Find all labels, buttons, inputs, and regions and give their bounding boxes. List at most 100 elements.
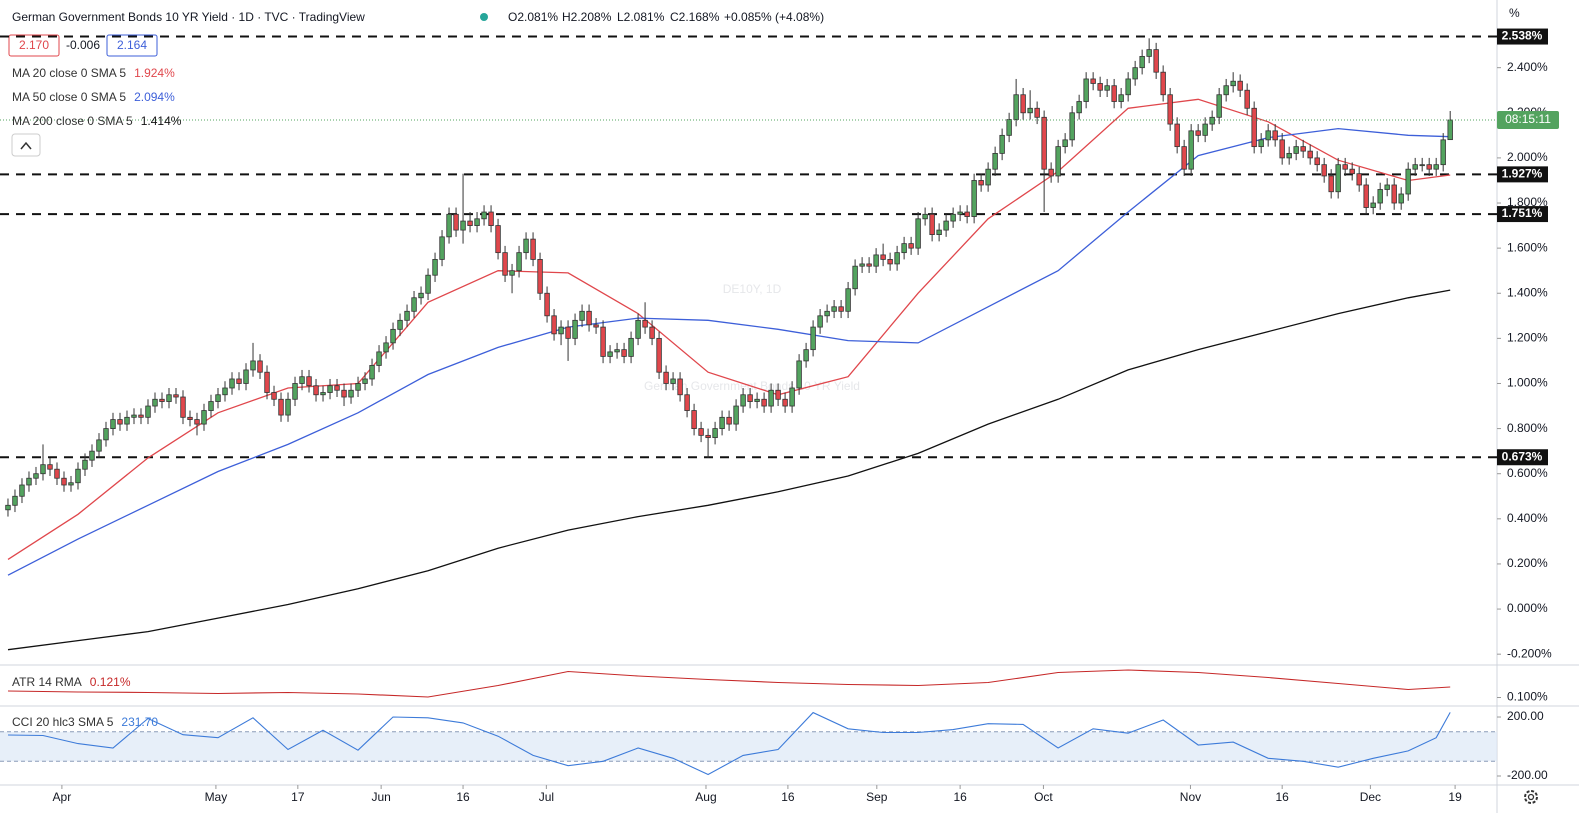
candle-body [1258, 139, 1264, 148]
candle-body [180, 396, 186, 418]
candle-body [68, 482, 74, 486]
candle [971, 173, 977, 224]
candle-body [1090, 78, 1096, 84]
candle [453, 207, 459, 237]
candle-body [33, 473, 39, 479]
candle [908, 236, 914, 255]
candle [1160, 65, 1166, 102]
candle-body [250, 360, 256, 371]
candle [810, 320, 816, 357]
legend-name: MA 50 close 0 SMA 5 [12, 90, 126, 104]
candle-body [327, 385, 333, 393]
candle [894, 245, 900, 271]
y-tick-label: 2.000% [1507, 150, 1548, 164]
candle-body [26, 477, 32, 486]
candle-body [1041, 116, 1047, 170]
candle-body [404, 310, 410, 321]
candle [537, 252, 543, 301]
candle-body [1111, 85, 1117, 102]
candle [1132, 60, 1138, 86]
candle-body [376, 351, 382, 366]
candle-body [1293, 146, 1299, 154]
candle-body [782, 398, 788, 407]
candle [1398, 187, 1404, 210]
candle [243, 363, 249, 391]
candle-body [880, 254, 886, 260]
watermark: DE10Y, 1D [723, 282, 782, 296]
candle [495, 218, 501, 260]
candle-body [544, 292, 550, 317]
candle-body [1272, 130, 1278, 141]
candle-body [670, 378, 676, 384]
x-tick-label: Sep [866, 790, 888, 804]
candle [999, 128, 1005, 161]
candle-body [1069, 112, 1075, 141]
legend-name: MA 20 close 0 SMA 5 [12, 66, 126, 80]
candle-body [929, 213, 935, 235]
candle [292, 376, 298, 407]
candle [187, 410, 193, 427]
candle [1314, 151, 1320, 172]
candle [733, 399, 739, 431]
candle [614, 342, 620, 359]
candle [117, 412, 123, 431]
candle [1272, 124, 1278, 147]
candle-body [348, 389, 354, 398]
candle [54, 462, 60, 485]
x-tick-label: 19 [1448, 790, 1462, 804]
candle-body [362, 378, 368, 384]
candle [124, 410, 130, 431]
candle-body [1132, 67, 1138, 80]
candle-body [215, 394, 221, 402]
ohlc-value: +0.085% (+4.08%) [724, 10, 824, 24]
candle [166, 387, 172, 409]
candle-body [1286, 152, 1292, 159]
y-tick-label: 0.200% [1507, 556, 1548, 570]
bid-box[interactable] [8, 34, 60, 57]
candle [306, 369, 312, 393]
candle [467, 212, 473, 233]
candle [1286, 146, 1292, 165]
candle [1055, 139, 1061, 183]
candle [1419, 157, 1425, 172]
y-tick-label: 0.600% [1507, 466, 1548, 480]
candle-body [523, 238, 529, 254]
level-label: 1.927% [1502, 167, 1543, 181]
candle-body [1160, 71, 1166, 96]
candle [194, 412, 200, 436]
candle-body [845, 288, 851, 312]
candle-body [1377, 189, 1383, 204]
candle [1433, 157, 1439, 176]
candle [1027, 90, 1033, 120]
candle [103, 421, 109, 447]
legend-value: 0.121% [90, 675, 131, 689]
settings-icon[interactable] [1524, 790, 1538, 804]
candle [19, 478, 25, 504]
x-tick-label: Jun [371, 790, 390, 804]
candle [726, 410, 732, 431]
candle [936, 223, 942, 242]
candle-body [166, 394, 172, 402]
candle-body [285, 398, 291, 416]
candle [1006, 112, 1012, 143]
candle-body [1062, 139, 1068, 148]
candle-body [439, 236, 445, 260]
quote: 2.164 [117, 38, 147, 52]
ask-box[interactable] [106, 34, 158, 57]
candle [992, 146, 998, 176]
candle [215, 387, 221, 409]
status-dot [480, 13, 488, 21]
candle [957, 205, 963, 222]
x-tick-label: 17 [291, 790, 305, 804]
candle [887, 252, 893, 271]
candle [1384, 178, 1390, 197]
candle-body [691, 410, 697, 429]
candle-body [1118, 94, 1124, 102]
y-tick-label: 0.400% [1507, 511, 1548, 525]
candle-body [222, 387, 228, 396]
collapse-button[interactable] [11, 133, 41, 157]
candle [334, 378, 340, 398]
candle-body [852, 265, 858, 290]
candle-body [1349, 168, 1355, 175]
candle [278, 392, 284, 422]
